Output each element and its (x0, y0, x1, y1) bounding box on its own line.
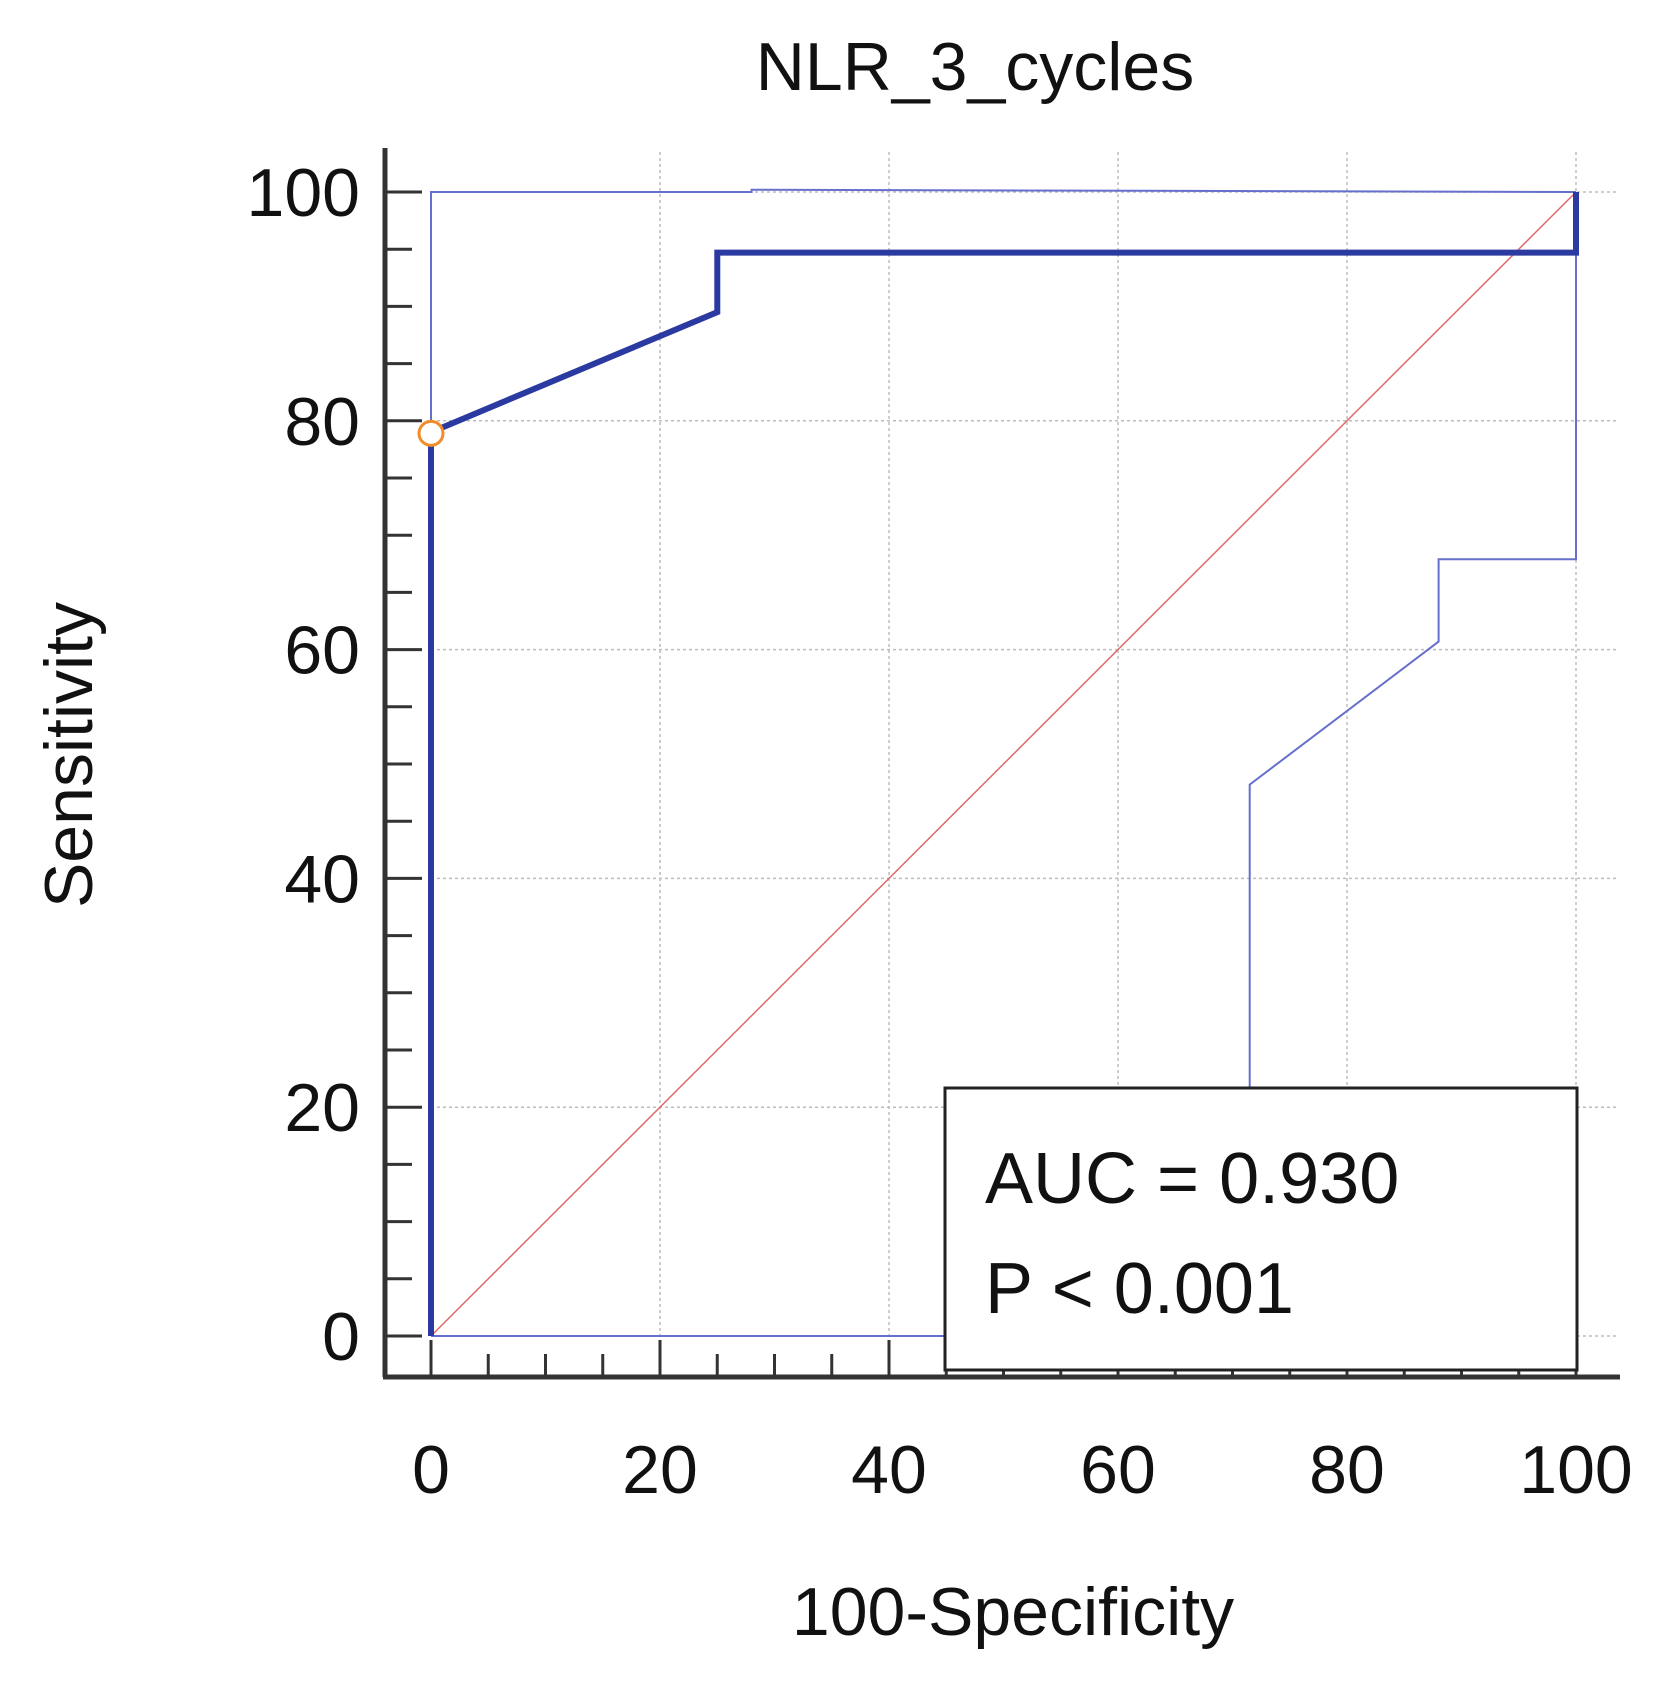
p-value-text: P < 0.001 (985, 1249, 1294, 1329)
y-tick-label-60: 60 (284, 613, 360, 689)
axes (382, 148, 1620, 1380)
x-tick-label-40: 40 (851, 1432, 927, 1508)
x-tick-label-60: 60 (1080, 1432, 1156, 1508)
x-tick-label-80: 80 (1309, 1432, 1385, 1508)
y-tick-label-80: 80 (284, 384, 360, 460)
reference-line-group (430, 191, 1577, 1337)
reference-line (430, 191, 1577, 1337)
auc-annotation-frame (943, 1086, 1579, 1372)
y-tick-label-100: 100 (247, 155, 360, 231)
x-axis-label: 100-Specificity (792, 1574, 1234, 1650)
auc-value-text: AUC = 0.930 (985, 1139, 1399, 1219)
y-axis-label: Sensitivity (31, 602, 107, 908)
x-tick-label-0: 0 (412, 1432, 450, 1508)
x-tick-label-20: 20 (622, 1432, 698, 1508)
auc-annotation-box: AUC = 0.930 P < 0.001 (943, 1086, 1579, 1372)
chart-title: NLR_3_cycles (756, 29, 1194, 105)
y-tick-label-20: 20 (284, 1070, 360, 1146)
roc-curve-line (428, 192, 1579, 1336)
x-tick-label-100: 100 (1519, 1432, 1632, 1508)
y-tick-label-40: 40 (284, 841, 360, 917)
roc-curve-group (417, 192, 1579, 1336)
y-tick-label-0: 0 (322, 1299, 360, 1375)
optimal-cutoff-point (417, 419, 445, 447)
tick-labels: 0 20 40 60 80 100 0 20 40 60 80 100 (247, 155, 1633, 1508)
